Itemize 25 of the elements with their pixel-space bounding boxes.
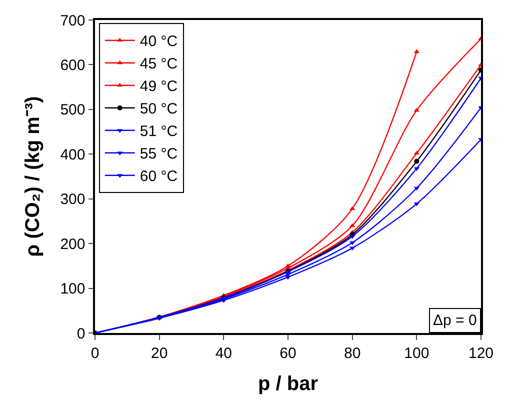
x-tick-label: 80 bbox=[344, 344, 361, 362]
x-tick-label: 0 bbox=[90, 344, 100, 362]
y-tick-label: 600 bbox=[60, 56, 86, 74]
x-tick-label: 60 bbox=[280, 344, 296, 362]
x-tick-label: 40 bbox=[215, 344, 232, 362]
x-axis-title: p / bar bbox=[258, 372, 318, 395]
x-tick-label: 100 bbox=[404, 344, 430, 362]
y-tick-label: 300 bbox=[60, 191, 86, 208]
legend-label: 60 °C bbox=[140, 168, 178, 186]
legend-label: 50 °C bbox=[140, 100, 178, 118]
y-axis-title: ρ (CO₂) / (kg m⁻³) bbox=[22, 96, 44, 257]
legend-label: 45 °C bbox=[140, 56, 178, 73]
y-tick-label: 100 bbox=[60, 280, 86, 298]
y-tick-label: 700 bbox=[60, 12, 86, 30]
legend-label: 55 °C bbox=[140, 146, 178, 163]
legend-label: 40 °C bbox=[140, 33, 178, 50]
x-tick-label: 120 bbox=[468, 344, 494, 362]
y-tick-label: 0 bbox=[76, 325, 86, 342]
x-tick-label: 20 bbox=[150, 344, 168, 362]
y-tick-label: 400 bbox=[60, 146, 86, 164]
annotation: Δp = 0 bbox=[433, 312, 477, 329]
legend-label: 49 °C bbox=[140, 78, 178, 96]
y-tick-label: 500 bbox=[60, 102, 86, 119]
legend-label: 51 °C bbox=[140, 123, 178, 140]
y-tick-label: 200 bbox=[60, 236, 86, 253]
